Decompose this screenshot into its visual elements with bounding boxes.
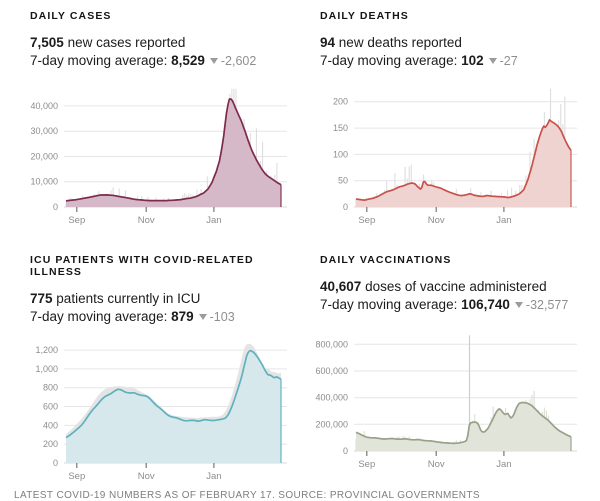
- svg-text:0: 0: [343, 446, 348, 456]
- daily-vaccinations-chart: 0 200,000 400,000 600,000 800,000 Sep Nov Jan: [315, 327, 580, 472]
- panel-title: DAILY VACCINATIONS: [320, 254, 452, 266]
- svg-text:0: 0: [343, 202, 348, 212]
- svg-text:Sep: Sep: [358, 459, 375, 470]
- svg-text:200: 200: [333, 97, 348, 107]
- change-value: -32,577: [525, 297, 569, 312]
- trend-down-icon: [514, 301, 523, 308]
- stat-value: 94: [320, 35, 336, 50]
- svg-text:50: 50: [338, 176, 348, 186]
- svg-text:Jan: Jan: [496, 215, 511, 226]
- panel-title: DAILY DEATHS: [320, 10, 409, 22]
- avg-value: 106,740: [461, 296, 510, 312]
- svg-text:30,000: 30,000: [30, 126, 58, 136]
- avg-line: 7-day moving average: 106,740 -32,577: [320, 296, 580, 315]
- stat-desc: doses of vaccine administered: [365, 279, 547, 294]
- svg-text:10,000: 10,000: [30, 177, 58, 187]
- svg-text:100: 100: [333, 149, 348, 159]
- avg-prefix: 7-day moving average:: [30, 308, 168, 324]
- svg-text:40,000: 40,000: [30, 101, 58, 111]
- stat-desc: new cases reported: [67, 35, 186, 50]
- stat-line: 7,505 new cases reported: [30, 34, 290, 52]
- svg-text:Jan: Jan: [206, 215, 221, 226]
- svg-text:Sep: Sep: [68, 471, 85, 482]
- panel-daily-cases: DAILY CASES 7,505 new cases reported 7-d…: [30, 10, 290, 228]
- trend-down-icon: [209, 57, 218, 64]
- svg-text:200,000: 200,000: [315, 419, 348, 429]
- avg-line: 7-day moving average: 102 -27: [320, 52, 580, 71]
- avg-prefix: 7-day moving average:: [320, 52, 458, 68]
- svg-text:Nov: Nov: [138, 215, 155, 226]
- svg-text:Nov: Nov: [428, 215, 445, 226]
- svg-text:Jan: Jan: [206, 471, 221, 482]
- stat-desc: patients currently in ICU: [56, 291, 201, 306]
- svg-text:Nov: Nov: [428, 459, 445, 470]
- stat-line: 40,607 doses of vaccine administered: [320, 278, 580, 296]
- stat-value: 775: [30, 291, 53, 306]
- avg-value: 879: [171, 308, 194, 324]
- stat-line: 94 new deaths reported: [320, 34, 580, 52]
- svg-text:1,000: 1,000: [35, 364, 58, 374]
- svg-text:150: 150: [333, 123, 348, 133]
- svg-text:600: 600: [43, 402, 58, 412]
- svg-text:800: 800: [43, 383, 58, 393]
- svg-text:600,000: 600,000: [315, 366, 348, 376]
- panel-title: DAILY CASES: [30, 10, 112, 22]
- source-note: LATEST COVID-19 NUMBERS AS OF FEBRUARY 1…: [14, 490, 480, 501]
- change-value: -2,602: [220, 53, 257, 68]
- icu-patients-chart: 0 200 400 600 800 1,000 1,200 Sep Nov Jan: [30, 339, 290, 484]
- panel-title: ICU PATIENTS WITH COVID-RELATED ILLNESS: [30, 254, 254, 278]
- svg-text:0: 0: [53, 458, 58, 468]
- stat-line: 775 patients currently in ICU: [30, 290, 290, 308]
- svg-text:400,000: 400,000: [315, 393, 348, 403]
- change-value: -27: [499, 53, 518, 68]
- panel-icu-patients: ICU PATIENTS WITH COVID-RELATED ILLNESS …: [30, 254, 290, 484]
- stat-desc: new deaths reported: [338, 35, 462, 50]
- avg-prefix: 7-day moving average:: [320, 296, 458, 312]
- trend-down-icon: [198, 313, 207, 320]
- svg-text:Sep: Sep: [358, 215, 375, 226]
- svg-text:0: 0: [53, 202, 58, 212]
- avg-line: 7-day moving average: 879 -103: [30, 308, 290, 327]
- svg-text:20,000: 20,000: [30, 152, 58, 162]
- panel-daily-vaccinations: DAILY VACCINATIONS 40,607 doses of vacci…: [315, 254, 580, 484]
- daily-cases-chart: 0 10,000 20,000 30,000 40,000 Sep Nov Jan: [30, 83, 290, 228]
- avg-line: 7-day moving average: 8,529 -2,602: [30, 52, 290, 71]
- svg-text:Nov: Nov: [138, 471, 155, 482]
- avg-value: 102: [461, 52, 484, 68]
- stat-value: 40,607: [320, 279, 362, 294]
- change-value: -103: [209, 309, 235, 324]
- panel-daily-deaths: DAILY DEATHS 94 new deaths reported 7-da…: [320, 10, 580, 228]
- svg-text:Sep: Sep: [68, 215, 85, 226]
- stat-value: 7,505: [30, 35, 64, 50]
- svg-text:Jan: Jan: [496, 459, 511, 470]
- svg-text:400: 400: [43, 420, 58, 430]
- avg-value: 8,529: [171, 52, 205, 68]
- daily-deaths-chart: 0 50 100 150 200 Sep Nov Jan: [320, 83, 580, 228]
- charts-grid: DAILY CASES 7,505 new cases reported 7-d…: [30, 10, 600, 484]
- svg-text:1,200: 1,200: [35, 345, 58, 355]
- svg-text:800,000: 800,000: [315, 339, 348, 349]
- svg-text:200: 200: [43, 439, 58, 449]
- avg-prefix: 7-day moving average:: [30, 52, 168, 68]
- trend-down-icon: [488, 57, 497, 64]
